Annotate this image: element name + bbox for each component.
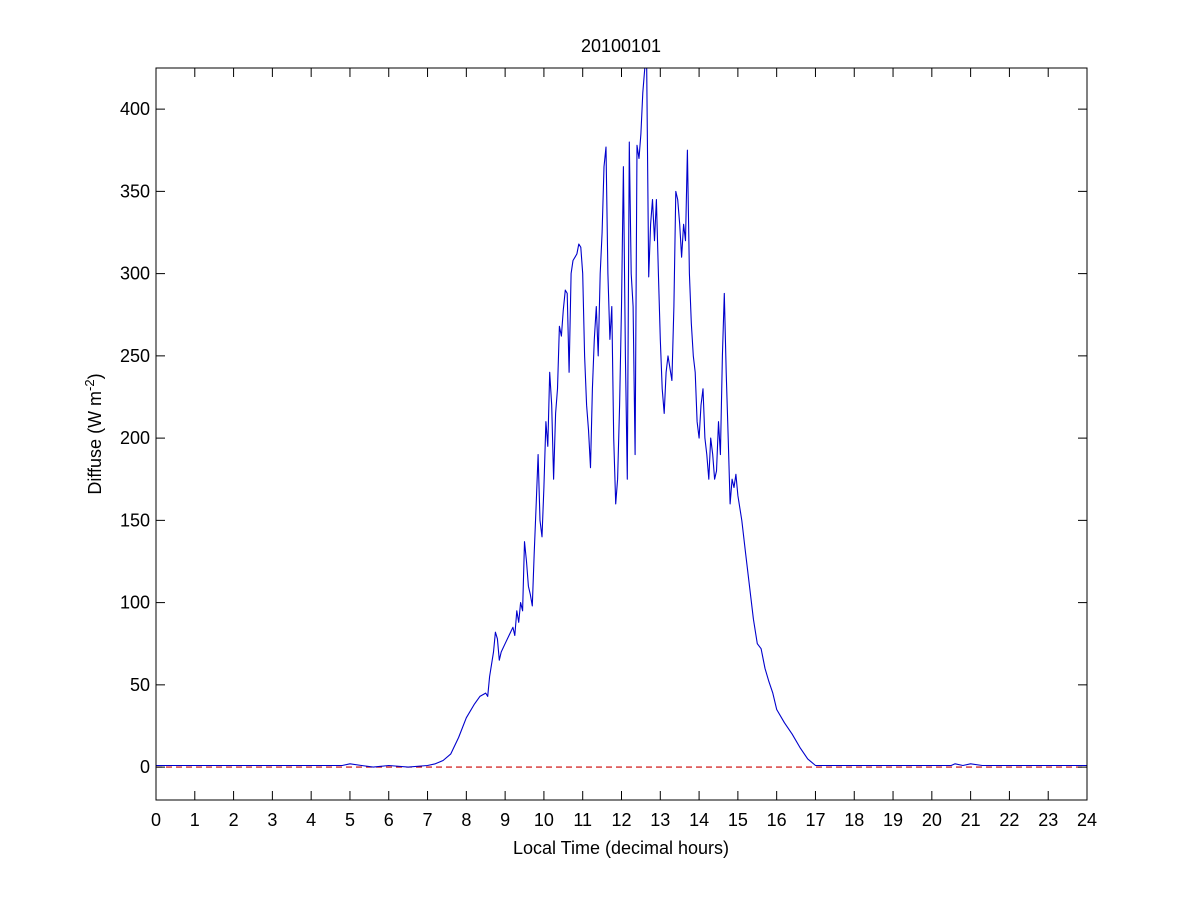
x-tick-label: 3	[267, 810, 277, 830]
x-tick-label: 20	[922, 810, 942, 830]
y-tick-label: 0	[140, 757, 150, 777]
x-tick-label: 14	[689, 810, 709, 830]
x-tick-label: 22	[999, 810, 1019, 830]
x-tick-label: 0	[151, 810, 161, 830]
y-tick-label: 150	[120, 510, 150, 530]
y-tick-label: 50	[130, 675, 150, 695]
y-tick-label: 400	[120, 99, 150, 119]
x-tick-label: 8	[461, 810, 471, 830]
y-axis-ticks: 0 50 100 150 200 250 300 350 400	[120, 99, 1087, 777]
x-tick-label: 18	[844, 810, 864, 830]
x-tick-label: 15	[728, 810, 748, 830]
x-tick-label: 21	[961, 810, 981, 830]
x-tick-label: 10	[534, 810, 554, 830]
y-tick-label: 300	[120, 264, 150, 284]
x-tick-label: 1	[190, 810, 200, 830]
x-tick-label: 6	[384, 810, 394, 830]
x-tick-label: 7	[423, 810, 433, 830]
series-layer	[156, 68, 1087, 768]
x-tick-label: 24	[1077, 810, 1097, 830]
y-tick-label: 250	[120, 346, 150, 366]
y-axis-label: Diffuse (W m-2)	[82, 373, 105, 494]
y-axis-label-suffix: )	[85, 373, 105, 379]
x-tick-label: 23	[1038, 810, 1058, 830]
y-tick-label: 350	[120, 181, 150, 201]
plot-background	[156, 68, 1087, 800]
diffuse-series-line	[156, 68, 1087, 768]
x-tick-label: 9	[500, 810, 510, 830]
x-tick-label: 16	[767, 810, 787, 830]
x-tick-label: 17	[805, 810, 825, 830]
chart-title: 20100101	[581, 36, 661, 56]
y-tick-label: 100	[120, 593, 150, 613]
x-axis-label: Local Time (decimal hours)	[513, 838, 729, 858]
y-tick-label: 200	[120, 428, 150, 448]
y-axis-label-superscript: -2	[82, 379, 97, 391]
x-tick-label: 4	[306, 810, 316, 830]
y-axis-label-base: Diffuse (W m	[85, 391, 105, 495]
x-tick-label: 19	[883, 810, 903, 830]
x-axis-ticks: 0 1 2 3 4 5 6 7 8 9 10 11 12 13 14 15 16 17 18 19 20 21 22 23 24	[151, 68, 1097, 830]
plot-area	[155, 67, 1088, 801]
x-tick-label: 2	[229, 810, 239, 830]
x-tick-label: 11	[573, 810, 592, 830]
x-tick-label: 12	[611, 810, 631, 830]
x-tick-label: 5	[345, 810, 355, 830]
x-tick-label: 13	[650, 810, 670, 830]
